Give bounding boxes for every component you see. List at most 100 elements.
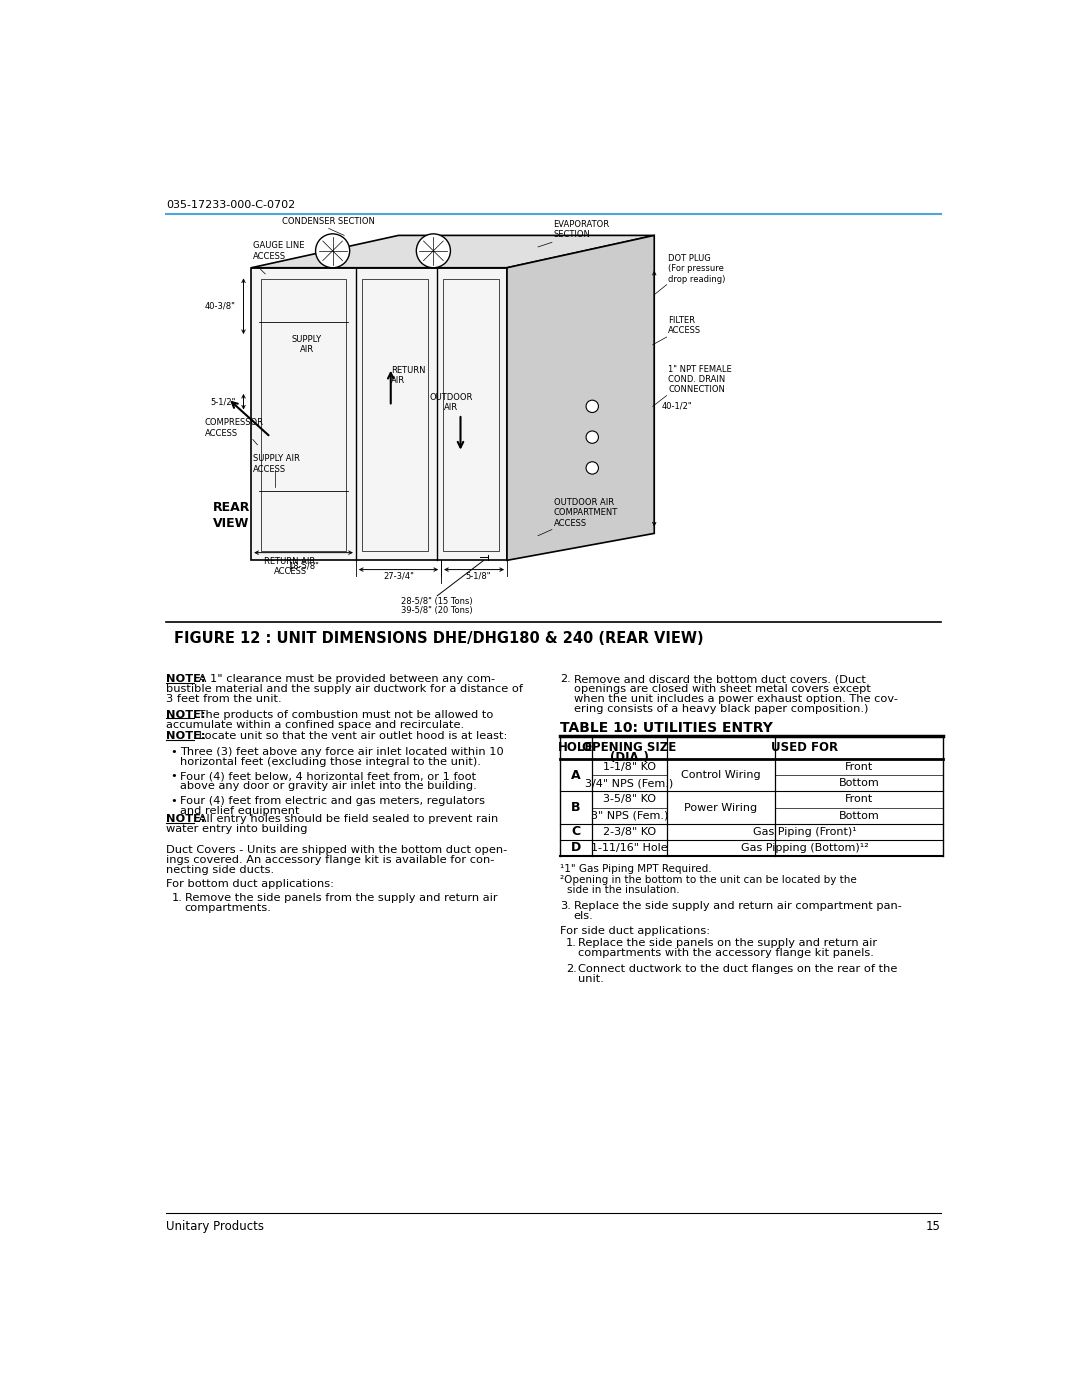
Text: 39-5/8" (20 Tons): 39-5/8" (20 Tons): [402, 606, 473, 615]
Text: DOT PLUG
(For pressure
drop reading): DOT PLUG (For pressure drop reading): [669, 254, 726, 284]
Text: RETURN AIR
ACCESS: RETURN AIR ACCESS: [265, 557, 315, 576]
Text: 1-11/16" Hole: 1-11/16" Hole: [591, 842, 667, 854]
Text: 28-5/8" (15 Tons): 28-5/8" (15 Tons): [402, 598, 473, 606]
Text: •: •: [170, 771, 177, 781]
Text: 3 feet from the unit.: 3 feet from the unit.: [166, 694, 282, 704]
Text: SUPPLY AIR
ACCESS: SUPPLY AIR ACCESS: [253, 454, 299, 474]
Text: 5-1/2": 5-1/2": [211, 397, 235, 407]
Text: compartments with the accessory flange kit panels.: compartments with the accessory flange k…: [578, 949, 874, 958]
Text: Control Wiring: Control Wiring: [681, 770, 760, 780]
Polygon shape: [252, 268, 507, 560]
Text: els.: els.: [573, 911, 593, 921]
Text: A 1" clearance must be provided between any com-: A 1" clearance must be provided between …: [194, 675, 495, 685]
Text: USED FOR: USED FOR: [771, 740, 838, 754]
Text: HOLE: HOLE: [558, 740, 594, 754]
Polygon shape: [252, 236, 654, 268]
Text: Unitary Products: Unitary Products: [166, 1220, 264, 1234]
Text: EVAPORATOR
SECTION: EVAPORATOR SECTION: [554, 219, 609, 239]
Text: Gas Piping (Front)¹: Gas Piping (Front)¹: [753, 827, 856, 837]
Text: All entry holes should be field sealed to prevent rain: All entry holes should be field sealed t…: [194, 814, 498, 824]
Text: above any door or gravity air inlet into the building.: above any door or gravity air inlet into…: [180, 781, 476, 791]
Text: 3/4" NPS (Fem.): 3/4" NPS (Fem.): [585, 778, 674, 788]
Text: 3-5/8" KO: 3-5/8" KO: [603, 795, 656, 805]
Text: 2.: 2.: [566, 964, 577, 974]
Text: 2.: 2.: [559, 675, 570, 685]
Text: ¹1" Gas Piping MPT Required.: ¹1" Gas Piping MPT Required.: [559, 863, 712, 873]
Text: Four (4) feet below, 4 horizontal feet from, or 1 foot: Four (4) feet below, 4 horizontal feet f…: [180, 771, 476, 781]
Text: Remove and discard the bottom duct covers. (Duct: Remove and discard the bottom duct cover…: [573, 675, 865, 685]
Text: 1.: 1.: [566, 939, 577, 949]
Text: For bottom duct applications:: For bottom duct applications:: [166, 879, 334, 888]
Text: 3" NPS (Fem.): 3" NPS (Fem.): [591, 810, 669, 820]
Text: Remove the side panels from the supply and return air: Remove the side panels from the supply a…: [185, 893, 497, 902]
Text: GAUGE LINE
ACCESS: GAUGE LINE ACCESS: [253, 242, 305, 260]
Circle shape: [416, 233, 450, 268]
Text: horizontal feet (excluding those integral to the unit).: horizontal feet (excluding those integra…: [180, 757, 481, 767]
Text: Duct Covers - Units are shipped with the bottom duct open-: Duct Covers - Units are shipped with the…: [166, 845, 508, 855]
Text: NOTE:: NOTE:: [166, 710, 205, 719]
Text: 5-1/8": 5-1/8": [465, 571, 491, 581]
Text: Replace the side panels on the supply and return air: Replace the side panels on the supply an…: [578, 939, 877, 949]
Text: necting side ducts.: necting side ducts.: [166, 865, 274, 876]
Text: A: A: [571, 768, 581, 782]
Text: OUTDOOR
AIR: OUTDOOR AIR: [430, 393, 473, 412]
Text: and relief equipment: and relief equipment: [180, 806, 299, 816]
Circle shape: [586, 462, 598, 474]
Text: 40-3/8": 40-3/8": [205, 302, 235, 310]
Text: Connect ductwork to the duct flanges on the rear of the: Connect ductwork to the duct flanges on …: [578, 964, 897, 974]
Text: OPENING SIZE: OPENING SIZE: [582, 740, 676, 753]
Text: NOTE:: NOTE:: [166, 814, 205, 824]
Text: •: •: [170, 746, 177, 757]
Text: Three (3) feet above any force air inlet located within 10: Three (3) feet above any force air inlet…: [180, 746, 503, 757]
Text: 1-1/8" KO: 1-1/8" KO: [603, 763, 656, 773]
Text: ering consists of a heavy black paper composition.): ering consists of a heavy black paper co…: [573, 704, 868, 714]
Circle shape: [315, 233, 350, 268]
Text: 1.: 1.: [172, 893, 184, 902]
Text: (DIA.): (DIA.): [610, 750, 649, 764]
Text: NOTE:: NOTE:: [166, 675, 205, 685]
Text: SUPPLY
AIR: SUPPLY AIR: [292, 335, 322, 355]
Text: COMPRESSOR
ACCESS: COMPRESSOR ACCESS: [205, 418, 264, 437]
Text: Four (4) feet from electric and gas meters, regulators: Four (4) feet from electric and gas mete…: [180, 796, 485, 806]
Text: 3.: 3.: [559, 901, 570, 911]
Text: when the unit includes a power exhaust option. The cov-: when the unit includes a power exhaust o…: [573, 694, 897, 704]
Text: ings covered. An accessory flange kit is available for con-: ings covered. An accessory flange kit is…: [166, 855, 495, 865]
Text: Power Wiring: Power Wiring: [685, 802, 757, 813]
Text: RETURN
AIR: RETURN AIR: [391, 366, 426, 386]
Text: compartments.: compartments.: [185, 902, 271, 914]
Text: Locate unit so that the vent air outlet hood is at least:: Locate unit so that the vent air outlet …: [194, 731, 507, 742]
Text: unit.: unit.: [578, 974, 604, 983]
Text: 18-5/8": 18-5/8": [288, 562, 320, 571]
Text: For side duct applications:: For side duct applications:: [559, 926, 710, 936]
Text: •: •: [170, 796, 177, 806]
Text: 40-1/2": 40-1/2": [662, 402, 692, 411]
Text: ²Opening in the bottom to the unit can be located by the: ²Opening in the bottom to the unit can b…: [559, 875, 856, 884]
Text: B: B: [571, 800, 581, 814]
Text: Front: Front: [845, 763, 873, 773]
Text: Bottom: Bottom: [838, 778, 879, 788]
Polygon shape: [507, 236, 654, 560]
Text: TABLE 10: UTILITIES ENTRY: TABLE 10: UTILITIES ENTRY: [559, 721, 772, 735]
Text: 1" NPT FEMALE
COND. DRAIN
CONNECTION: 1" NPT FEMALE COND. DRAIN CONNECTION: [669, 365, 732, 394]
Text: The products of combustion must not be allowed to: The products of combustion must not be a…: [194, 710, 494, 719]
Text: NOTE:: NOTE:: [166, 731, 205, 742]
Text: accumulate within a confined space and recirculate.: accumulate within a confined space and r…: [166, 719, 464, 729]
Text: REAR
VIEW: REAR VIEW: [213, 502, 249, 531]
Text: water entry into building: water entry into building: [166, 824, 308, 834]
Text: side in the insulation.: side in the insulation.: [567, 884, 680, 894]
Text: FIGURE 12 : UNIT DIMENSIONS DHE/DHG180 & 240 (REAR VIEW): FIGURE 12 : UNIT DIMENSIONS DHE/DHG180 &…: [174, 631, 703, 647]
Text: FILTER
ACCESS: FILTER ACCESS: [669, 316, 701, 335]
Text: C: C: [571, 826, 581, 838]
Text: D: D: [571, 841, 581, 855]
Text: Bottom: Bottom: [838, 810, 879, 820]
Text: OUTDOOR AIR
COMPARTMENT
ACCESS: OUTDOOR AIR COMPARTMENT ACCESS: [554, 497, 618, 528]
Text: Gas Pipping (Bottom)¹²: Gas Pipping (Bottom)¹²: [741, 842, 868, 854]
Circle shape: [586, 432, 598, 443]
Text: Replace the side supply and return air compartment pan-: Replace the side supply and return air c…: [573, 901, 902, 911]
Text: bustible material and the supply air ductwork for a distance of: bustible material and the supply air duc…: [166, 685, 523, 694]
Text: 2-3/8" KO: 2-3/8" KO: [603, 827, 656, 837]
Text: 27-3/4": 27-3/4": [383, 571, 414, 581]
Circle shape: [586, 400, 598, 412]
Text: 15: 15: [927, 1220, 941, 1234]
Text: 035-17233-000-C-0702: 035-17233-000-C-0702: [166, 200, 295, 210]
